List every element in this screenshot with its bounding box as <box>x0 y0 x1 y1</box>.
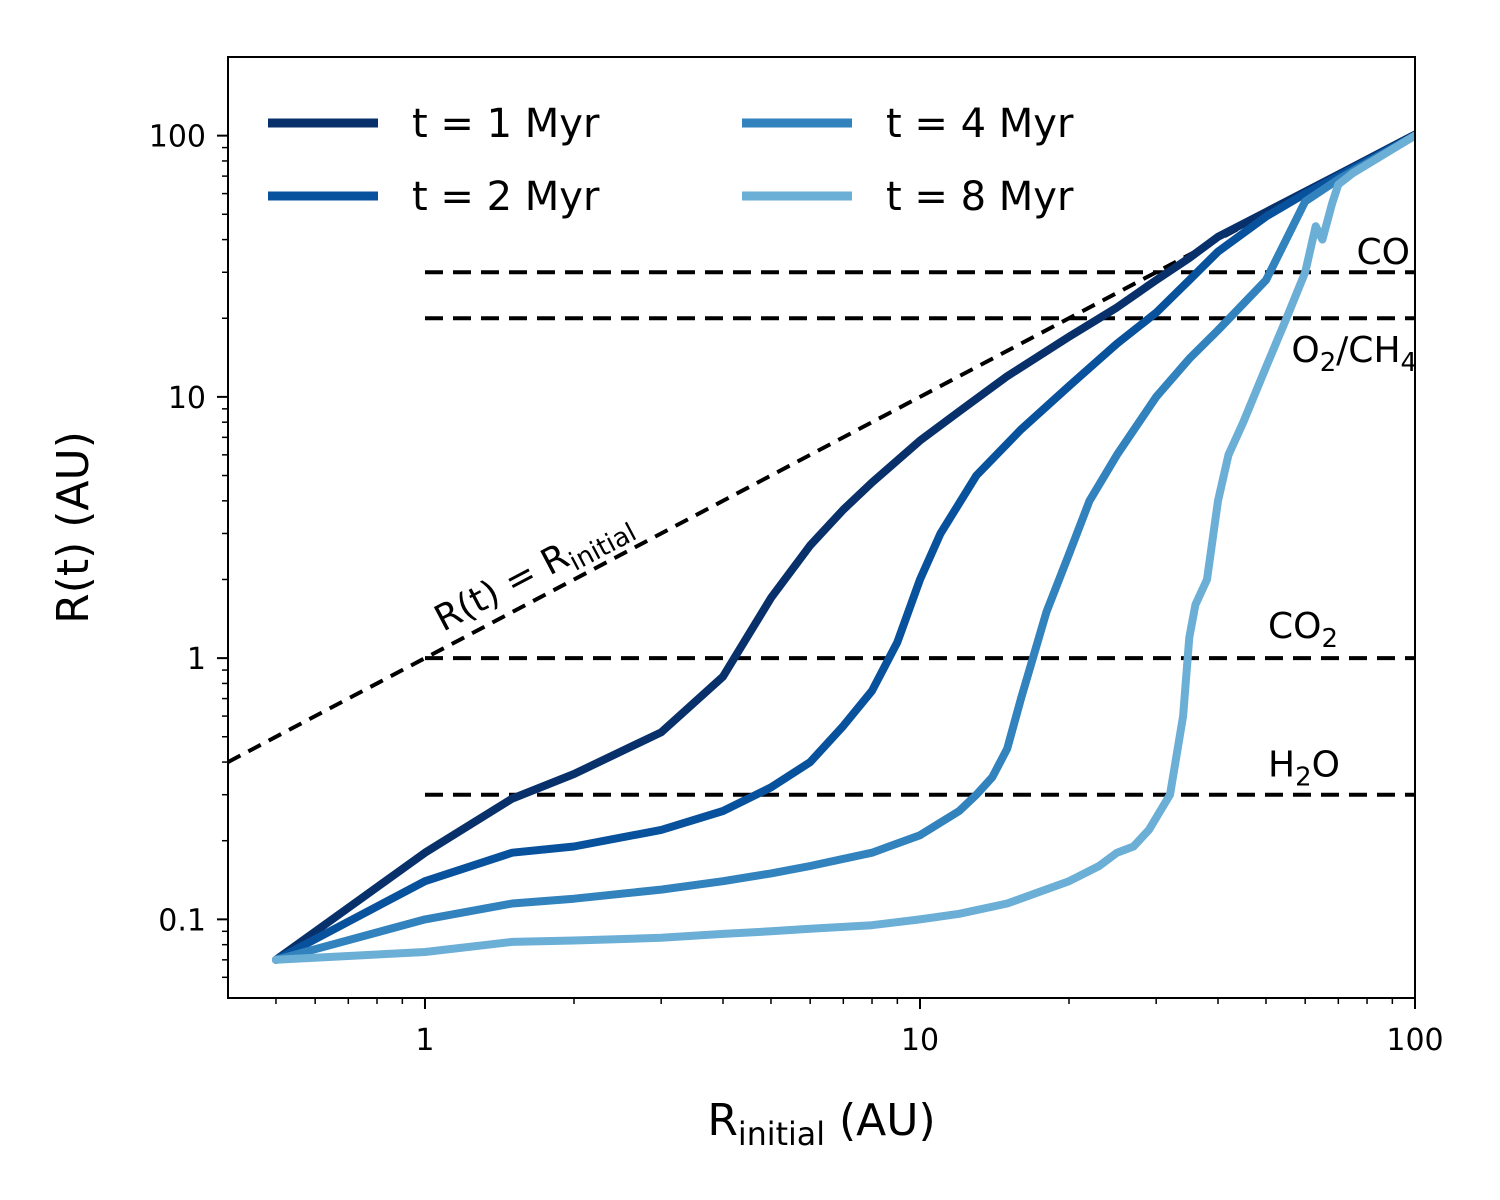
snowline-label-co: CO <box>1357 232 1410 273</box>
legend: t = 1 Myr t = 2 Myr t = 4 Myr t = 8 Myr <box>268 101 1074 220</box>
legend-label-1: t = 2 Myr <box>412 174 600 220</box>
x-tick-label: 1 <box>415 1023 434 1058</box>
y-axis-label: R(t) (AU) <box>48 431 99 624</box>
series-line-3 <box>272 131 1415 964</box>
series-line-0 <box>272 130 1415 964</box>
y-tick-label: 0.1 <box>158 903 206 938</box>
x-tick-label: 100 <box>1386 1023 1443 1058</box>
y-tick-label: 1 <box>187 642 206 677</box>
snowline-label-h2o: H2O <box>1268 745 1340 793</box>
legend-label-3: t = 8 Myr <box>886 174 1074 220</box>
y-tick-label: 10 <box>168 381 206 416</box>
plot-frame <box>227 56 1416 999</box>
reference-line <box>228 133 1415 764</box>
reference-line-layer <box>228 133 1415 764</box>
series-line-2 <box>272 131 1415 964</box>
reference-line-label: R(t) = Rinitial <box>428 503 641 646</box>
y-tick-label: 100 <box>149 120 206 155</box>
series-line-1 <box>272 131 1415 964</box>
snowline-label-co2: CO2 <box>1268 606 1338 654</box>
legend-label-2: t = 4 Myr <box>886 101 1074 147</box>
legend-label-0: t = 1 Myr <box>412 101 600 147</box>
tick-layer <box>217 134 1416 1009</box>
x-tick-label: 10 <box>901 1023 939 1058</box>
snowline-layer <box>424 270 1415 797</box>
x-axis-label: Rinitial (AU) <box>707 1095 935 1153</box>
series-layer <box>272 130 1415 964</box>
snowline-label-o2-ch4: O2/CH4 <box>1291 330 1417 378</box>
